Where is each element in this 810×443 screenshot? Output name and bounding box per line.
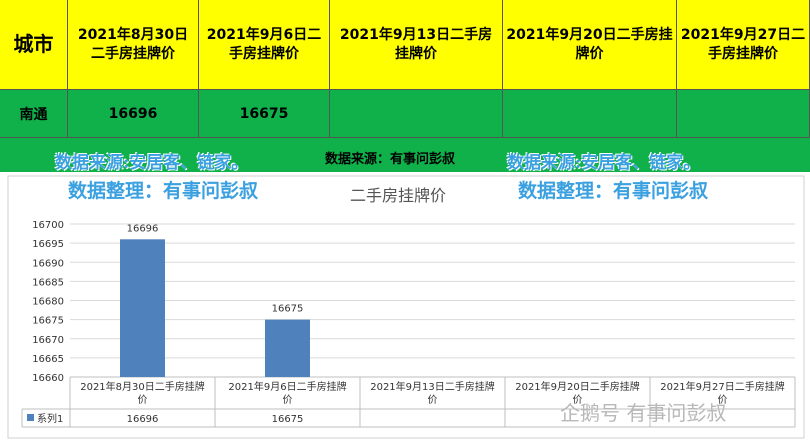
city-column-header: 城市 xyxy=(0,0,68,90)
x-tick-label-tail: 价 xyxy=(573,394,583,406)
x-tick-label-tail: 价 xyxy=(718,394,728,406)
price-cell: 16675 xyxy=(199,90,330,138)
y-tick-label: 16660 xyxy=(32,373,64,384)
y-tick-label: 16685 xyxy=(32,277,64,288)
y-tick-label: 16690 xyxy=(32,258,64,269)
x-tick-label: 2021年9月6日二手房挂牌 xyxy=(228,380,346,393)
chart-title: 二手房挂牌价 xyxy=(350,186,447,205)
legend-label: 系列1 xyxy=(37,412,63,425)
date-column-header: 2021年9月6日二手房挂牌价 xyxy=(199,0,330,90)
price-cell xyxy=(330,90,503,138)
date-column-header: 2021年9月20日二手房挂牌价 xyxy=(503,0,677,90)
x-tick-label: 2021年9月20日二手房挂牌 xyxy=(515,380,640,393)
y-tick-label: 16680 xyxy=(32,297,64,308)
y-tick-label: 16670 xyxy=(32,335,64,346)
bar xyxy=(120,239,165,377)
price-cell xyxy=(503,90,677,138)
date-column-header: 2021年9月13日二手房挂牌价 xyxy=(330,0,503,90)
y-tick-label: 16665 xyxy=(32,354,64,365)
x-tick-label: 2021年9月27日二手房挂牌 xyxy=(660,380,785,393)
legend-key xyxy=(27,414,34,421)
data-table-value: 16696 xyxy=(127,414,159,425)
city-cell: 南通 xyxy=(0,90,68,138)
table-row: 南通 16696 16675 xyxy=(0,90,810,138)
bar xyxy=(265,319,310,377)
y-tick-label: 16700 xyxy=(32,220,64,231)
price-cell: 16696 xyxy=(68,90,199,138)
date-column-header: 2021年8月30日二手房挂牌价 xyxy=(68,0,199,90)
organizer-watermark-right: 数据整理：有事问彭叔 xyxy=(518,180,709,202)
x-tick-label-tail: 价 xyxy=(138,394,148,406)
x-tick-label: 2021年8月30日二手房挂牌 xyxy=(80,380,205,393)
chart-frame xyxy=(7,175,805,439)
green-band xyxy=(0,138,810,172)
data-label: 16696 xyxy=(127,223,159,234)
source-watermark-left: 数据来源:安居客、链家。 xyxy=(55,153,249,173)
source-label: 数据来源：有事问彭叔 xyxy=(325,152,456,167)
footer-watermark: 企鹅号 有事问彭叔 xyxy=(560,401,727,425)
x-tick-label-tail: 价 xyxy=(428,394,438,406)
y-tick-label: 16675 xyxy=(32,316,64,327)
x-tick-label-tail: 价 xyxy=(283,394,293,406)
organizer-watermark-left: 数据整理：有事问彭叔 xyxy=(68,180,259,202)
data-label: 16675 xyxy=(272,304,304,315)
x-tick-label: 2021年9月13日二手房挂牌 xyxy=(370,380,495,393)
source-watermark-right: 数据来源:安居客、链家。 xyxy=(507,153,701,173)
table-header-row: 城市 2021年8月30日二手房挂牌价 2021年9月6日二手房挂牌价 2021… xyxy=(0,0,810,90)
data-table-value: 16675 xyxy=(272,414,304,425)
y-tick-label: 16695 xyxy=(32,239,64,250)
